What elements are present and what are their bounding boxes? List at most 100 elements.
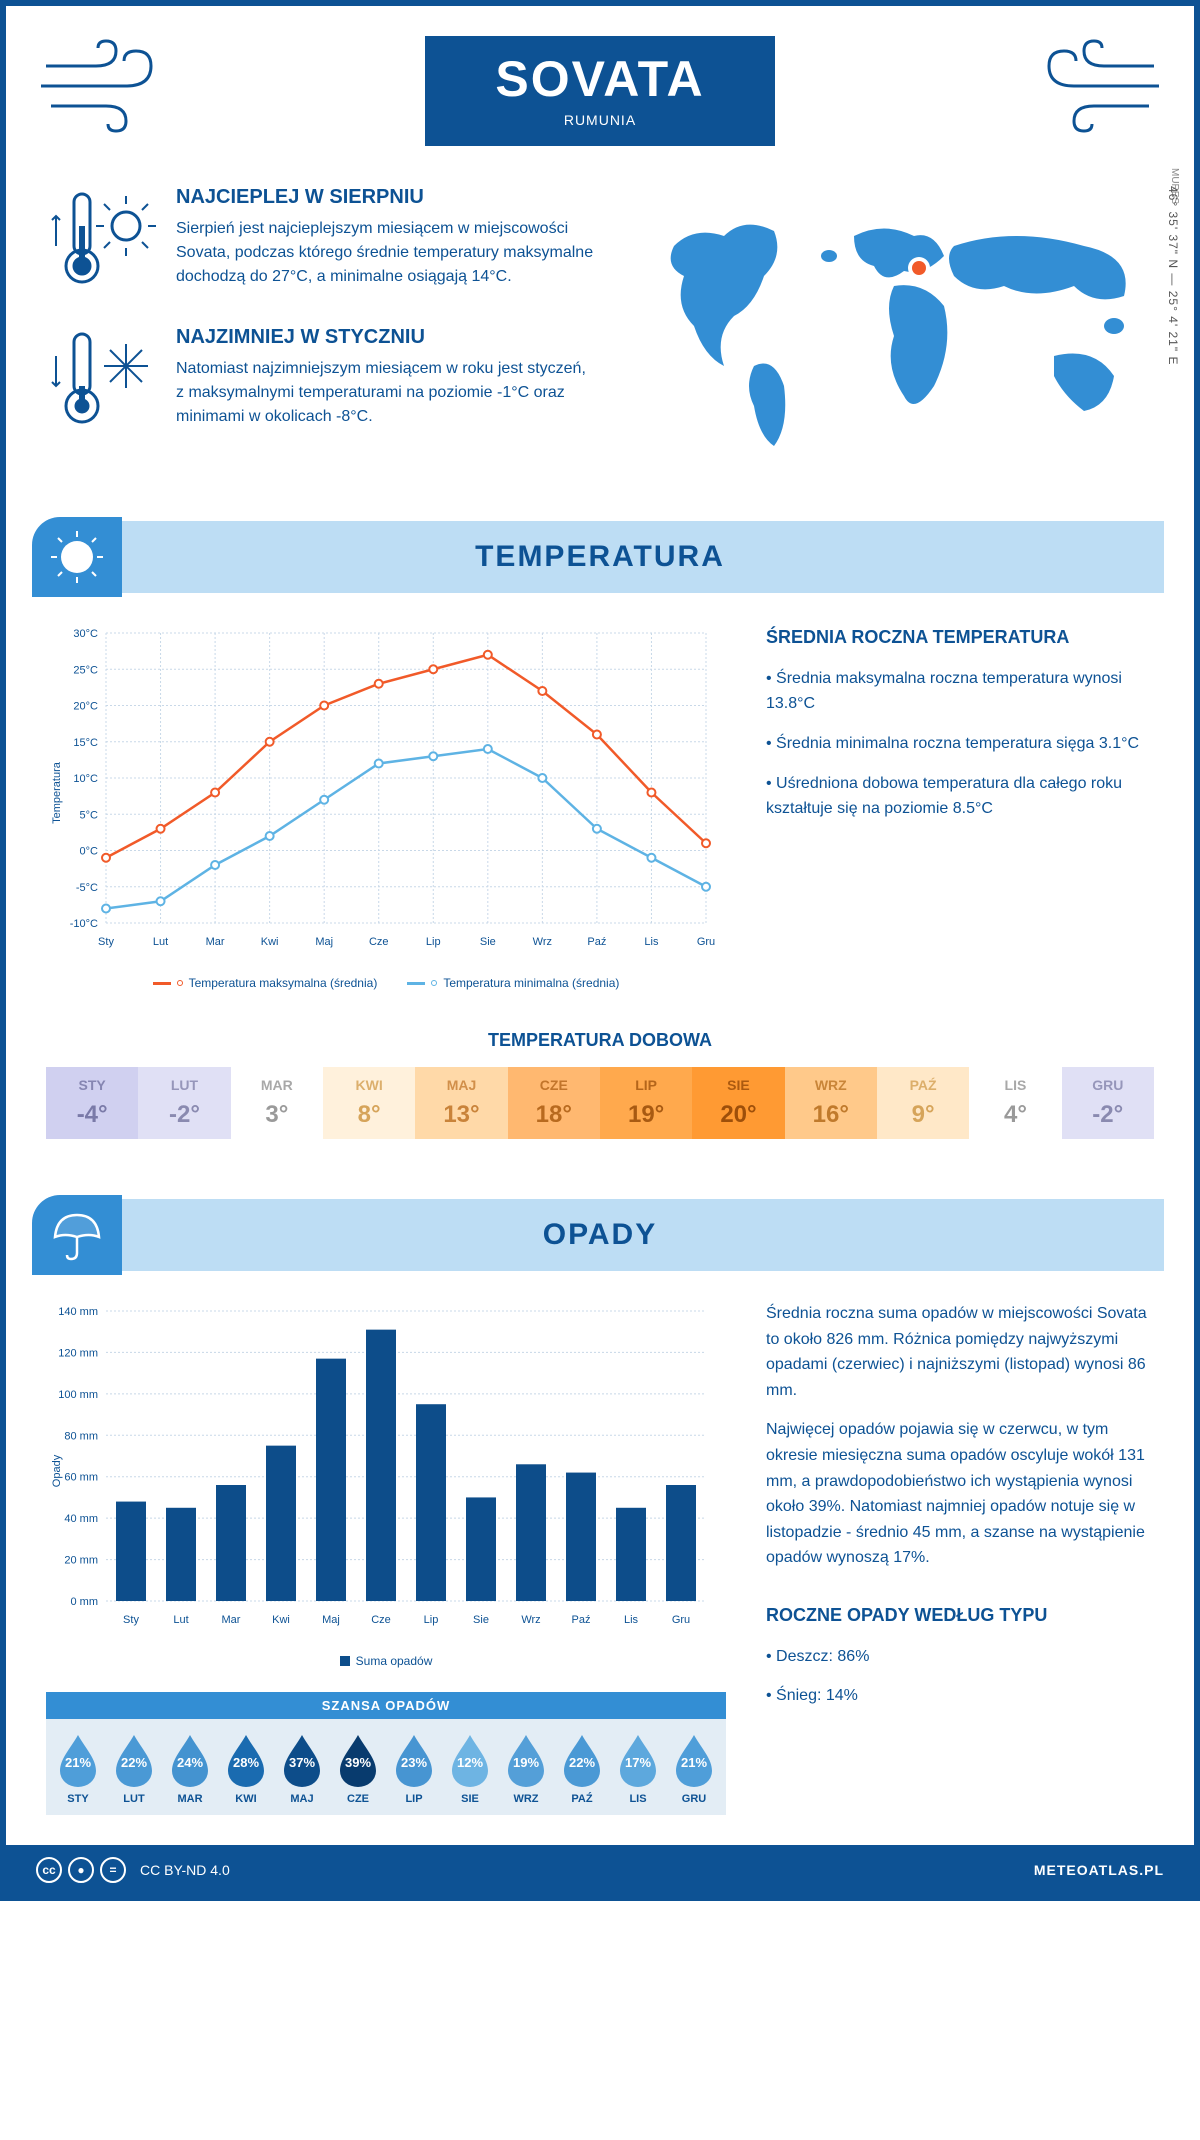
svg-text:Opady: Opady — [51, 1454, 63, 1487]
precip-text: Średnia roczna suma opadów w miejscowośc… — [766, 1301, 1154, 1815]
svg-text:Cze: Cze — [371, 1614, 391, 1626]
svg-text:Lip: Lip — [424, 1614, 439, 1626]
temp-legend: Temperatura maksymalna (średnia) Tempera… — [46, 976, 726, 990]
svg-text:25°C: 25°C — [73, 664, 98, 676]
cc-icon: cc — [36, 1857, 62, 1883]
daily-temp-row: STY-4°LUT-2°MAR3°KWI8°MAJ13°CZE18°LIP19°… — [6, 1067, 1194, 1179]
warmest-block: NAJCIEPLEJ W SIERPNIU Sierpień jest najc… — [46, 186, 594, 296]
chance-cell: 21%GRU — [668, 1733, 720, 1805]
svg-text:140 mm: 140 mm — [58, 1306, 98, 1318]
temp-title: TEMPERATURA — [475, 540, 725, 574]
daily-cell: GRU-2° — [1062, 1067, 1154, 1139]
cold-text: Natomiast najzimniejszym miesiącem w rok… — [176, 357, 594, 429]
svg-text:5°C: 5°C — [80, 809, 99, 821]
svg-text:0°C: 0°C — [80, 846, 99, 858]
chance-cell: 21%STY — [52, 1733, 104, 1805]
country: RUMUNIA — [495, 112, 704, 128]
svg-text:10°C: 10°C — [73, 773, 98, 785]
svg-text:20°C: 20°C — [73, 701, 98, 713]
svg-text:15°C: 15°C — [73, 737, 98, 749]
svg-text:0 mm: 0 mm — [71, 1596, 99, 1608]
chance-cell: 28%KWI — [220, 1733, 272, 1805]
chance-of-rain: SZANSA OPADÓW 21%STY22%LUT24%MAR28%KWI37… — [46, 1692, 726, 1815]
svg-text:Sie: Sie — [480, 936, 496, 948]
svg-text:30°C: 30°C — [73, 628, 98, 640]
svg-text:Sty: Sty — [123, 1614, 139, 1626]
daily-cell: LIP19° — [600, 1067, 692, 1139]
warm-text: Sierpień jest najcieplejszym miesiącem w… — [176, 217, 594, 289]
svg-text:Lip: Lip — [426, 936, 441, 948]
header: SOVATA RUMUNIA — [6, 6, 1194, 186]
chance-cell: 19%WRZ — [500, 1733, 552, 1805]
avg-title: ŚREDNIA ROCZNA TEMPERATURA — [766, 623, 1154, 652]
wind-icon — [36, 36, 176, 136]
coords: 46° 35' 37" N — 25° 4' 21" E — [1166, 186, 1180, 365]
avg-temp-text: ŚREDNIA ROCZNA TEMPERATURA • Średnia mak… — [766, 623, 1154, 990]
daily-cell: CZE18° — [508, 1067, 600, 1139]
svg-text:20 mm: 20 mm — [64, 1555, 98, 1567]
svg-text:Kwi: Kwi — [261, 936, 279, 948]
svg-text:-10°C: -10°C — [70, 918, 98, 930]
daily-cell: WRZ16° — [785, 1067, 877, 1139]
umbrella-icon — [32, 1195, 122, 1275]
svg-text:Kwi: Kwi — [272, 1614, 290, 1626]
thermometer-hot-icon — [46, 186, 156, 296]
svg-text:Lut: Lut — [153, 936, 168, 948]
wind-icon — [1024, 36, 1164, 136]
svg-text:Gru: Gru — [697, 936, 715, 948]
cc-license: cc ● = CC BY-ND 4.0 — [36, 1857, 230, 1883]
daily-cell: KWI8° — [323, 1067, 415, 1139]
chance-cell: 39%CZE — [332, 1733, 384, 1805]
svg-text:-5°C: -5°C — [76, 882, 98, 894]
daily-cell: STY-4° — [46, 1067, 138, 1139]
precip-legend: Suma opadów — [46, 1654, 726, 1668]
precip-title: OPADY — [543, 1218, 657, 1252]
svg-text:120 mm: 120 mm — [58, 1347, 98, 1359]
warm-title: NAJCIEPLEJ W SIERPNIU — [176, 186, 594, 209]
svg-text:Mar: Mar — [222, 1614, 241, 1626]
temp-chart: -10°C -5°C 0°C 5°C 10°C 15°C 20°C 25°C 30°C Sty Lu… — [46, 623, 726, 990]
svg-text:Sty: Sty — [98, 936, 114, 948]
sun-icon — [32, 517, 122, 597]
precip-chart: 0 mm 20 mm 40 mm 60 mm 80 mm 100 mm 120 mm 140 … — [46, 1301, 726, 1815]
daily-cell: PAŹ9° — [877, 1067, 969, 1139]
thermometer-cold-icon — [46, 326, 156, 436]
precip-type-title: ROCZNE OPADY WEDŁUG TYPU — [766, 1601, 1154, 1630]
nd-icon: = — [100, 1857, 126, 1883]
svg-text:Cze: Cze — [369, 936, 389, 948]
footer: cc ● = CC BY-ND 4.0 METEOATLAS.PL — [6, 1845, 1194, 1895]
title-tab: SOVATA RUMUNIA — [425, 36, 774, 146]
chance-cell: 37%MAJ — [276, 1733, 328, 1805]
precip-section-head: OPADY — [36, 1199, 1164, 1271]
chance-cell: 22%LUT — [108, 1733, 160, 1805]
chance-cell: 12%SIE — [444, 1733, 496, 1805]
svg-text:Wrz: Wrz — [521, 1614, 540, 1626]
world-map: MURES 46° 35' 37" N — 25° 4' 21" E — [634, 186, 1154, 471]
svg-text:100 mm: 100 mm — [58, 1389, 98, 1401]
svg-text:Mar: Mar — [206, 936, 225, 948]
svg-text:Lis: Lis — [624, 1614, 639, 1626]
svg-text:Wrz: Wrz — [533, 936, 552, 948]
by-icon: ● — [68, 1857, 94, 1883]
chance-cell: 17%LIS — [612, 1733, 664, 1805]
chance-cell: 24%MAR — [164, 1733, 216, 1805]
svg-text:Gru: Gru — [672, 1614, 690, 1626]
chance-cell: 22%PAŹ — [556, 1733, 608, 1805]
daily-cell: LIS4° — [969, 1067, 1061, 1139]
site-name: METEOATLAS.PL — [1034, 1862, 1164, 1878]
svg-text:Temperatura: Temperatura — [51, 761, 63, 824]
daily-cell: MAR3° — [231, 1067, 323, 1139]
svg-text:Paź: Paź — [587, 936, 606, 948]
svg-text:Lut: Lut — [173, 1614, 188, 1626]
svg-text:Maj: Maj — [322, 1614, 340, 1626]
svg-text:Paź: Paź — [572, 1614, 591, 1626]
svg-text:60 mm: 60 mm — [64, 1472, 98, 1484]
svg-text:40 mm: 40 mm — [64, 1513, 98, 1525]
coldest-block: NAJZIMNIEJ W STYCZNIU Natomiast najzimni… — [46, 326, 594, 436]
chance-cell: 23%LIP — [388, 1733, 440, 1805]
temp-section-head: TEMPERATURA — [36, 521, 1164, 593]
daily-title: TEMPERATURA DOBOWA — [6, 1030, 1194, 1051]
svg-text:80 mm: 80 mm — [64, 1430, 98, 1442]
svg-text:Sie: Sie — [473, 1614, 489, 1626]
daily-cell: SIE20° — [692, 1067, 784, 1139]
